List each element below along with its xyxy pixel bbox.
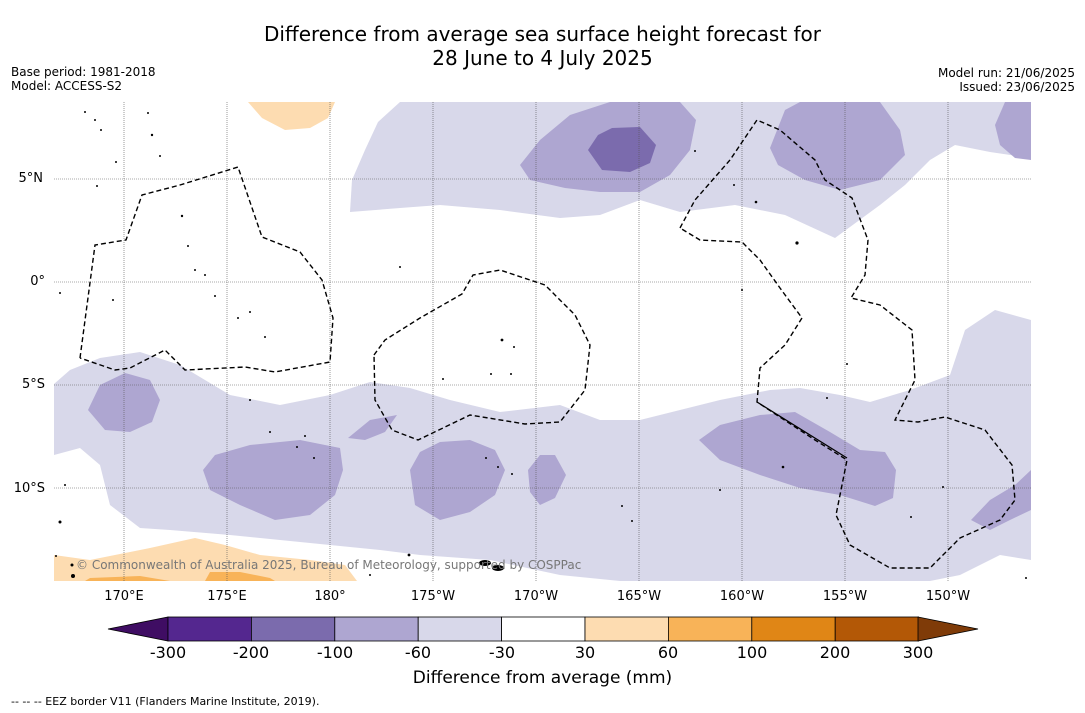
islands: [55, 111, 1027, 579]
colorbar-label: -100: [316, 643, 354, 662]
anomaly-positive-south: [54, 538, 357, 581]
anomaly-core-south-2: [203, 440, 343, 520]
anomaly-positive-south-strong: [205, 572, 275, 581]
anomaly-positive-north: [248, 102, 335, 130]
anomaly-core-south-3: [348, 415, 397, 440]
anomaly-core-south-7: [971, 470, 1031, 530]
anomaly-core-south-5: [528, 455, 566, 505]
colorbar-bin: [334, 616, 419, 642]
lon-label-165w: 165°W: [616, 589, 662, 604]
anomaly-core-south-4: [410, 440, 505, 520]
model-run: Model run: 21/06/2025: [937, 66, 1075, 80]
eez-borders: [79, 119, 1016, 569]
colorbar-label: 200: [819, 643, 851, 662]
eez-footnote: -- -- -- EEZ border V11 (Flanders Marine…: [11, 695, 320, 708]
anomaly-positive-south-strong-2: [85, 576, 170, 581]
lat-label-10s: 10°S: [13, 481, 45, 496]
eez-solid-segment: [756, 401, 848, 459]
colorbar-label: 60: [657, 643, 679, 662]
lon-label-170e: 170°E: [104, 589, 144, 604]
lon-label-155w: 155°W: [822, 589, 868, 604]
lon-label-180: 180°: [314, 589, 346, 604]
anomaly-core-north-2: [770, 102, 905, 190]
run-info: Model run: 21/06/2025 Issued: 23/06/2025: [938, 66, 1075, 94]
colorbar-extend-low: [107, 616, 169, 642]
model-name: Model: ACCESS-S2: [11, 79, 123, 93]
title-line-2: 28 June to 4 July 2025: [432, 46, 653, 70]
lon-label-170w: 170°W: [513, 589, 559, 604]
anomaly-field: [54, 102, 1031, 581]
map-title: Difference from average sea surface heig…: [0, 22, 1085, 70]
lat-label-5s: 5°S: [21, 377, 45, 392]
copyright-notice: © Commonwealth of Australia 2025, Bureau…: [76, 558, 582, 572]
lon-label-175e: 175°E: [207, 589, 247, 604]
colorbar-bin: [250, 616, 336, 642]
colorbar-label: 300: [902, 643, 934, 662]
colorbar-bin: [501, 616, 586, 642]
base-period: Base period: 1981-2018: [11, 65, 156, 79]
anomaly-core-north-3: [995, 102, 1031, 160]
lon-label-150w: 150°W: [925, 589, 971, 604]
graticule: [54, 102, 1031, 581]
colorbar-label: -30: [488, 643, 516, 662]
colorbar-bin: [668, 616, 753, 642]
colorbar-label: 30: [574, 643, 596, 662]
colorbar: [107, 616, 979, 642]
title-line-1: Difference from average sea surface heig…: [263, 22, 822, 46]
colorbar-bin: [167, 616, 252, 642]
colorbar-label: -60: [404, 643, 432, 662]
colorbar-label: -200: [232, 643, 270, 662]
colorbar-extend-high: [917, 616, 979, 642]
issued-date: Issued: 23/06/2025: [959, 80, 1075, 94]
model-info: Base period: 1981-2018 Model: ACCESS-S2: [11, 65, 156, 93]
lon-label-175w: 175°W: [410, 589, 456, 604]
colorbar-bin: [751, 616, 836, 642]
lon-label-160w: 160°W: [719, 589, 765, 604]
anomaly-core-south-6: [699, 412, 896, 506]
colorbar-title: Difference from average (mm): [412, 668, 673, 688]
colorbar-bin: [417, 616, 503, 642]
colorbar-bin: [834, 616, 920, 642]
colorbar-label: -300: [149, 643, 187, 662]
lat-label-5n: 5°N: [18, 171, 44, 186]
colorbar-label: 100: [736, 643, 768, 662]
colorbar-bin: [584, 616, 669, 642]
lat-label-0: 0°: [30, 274, 45, 289]
